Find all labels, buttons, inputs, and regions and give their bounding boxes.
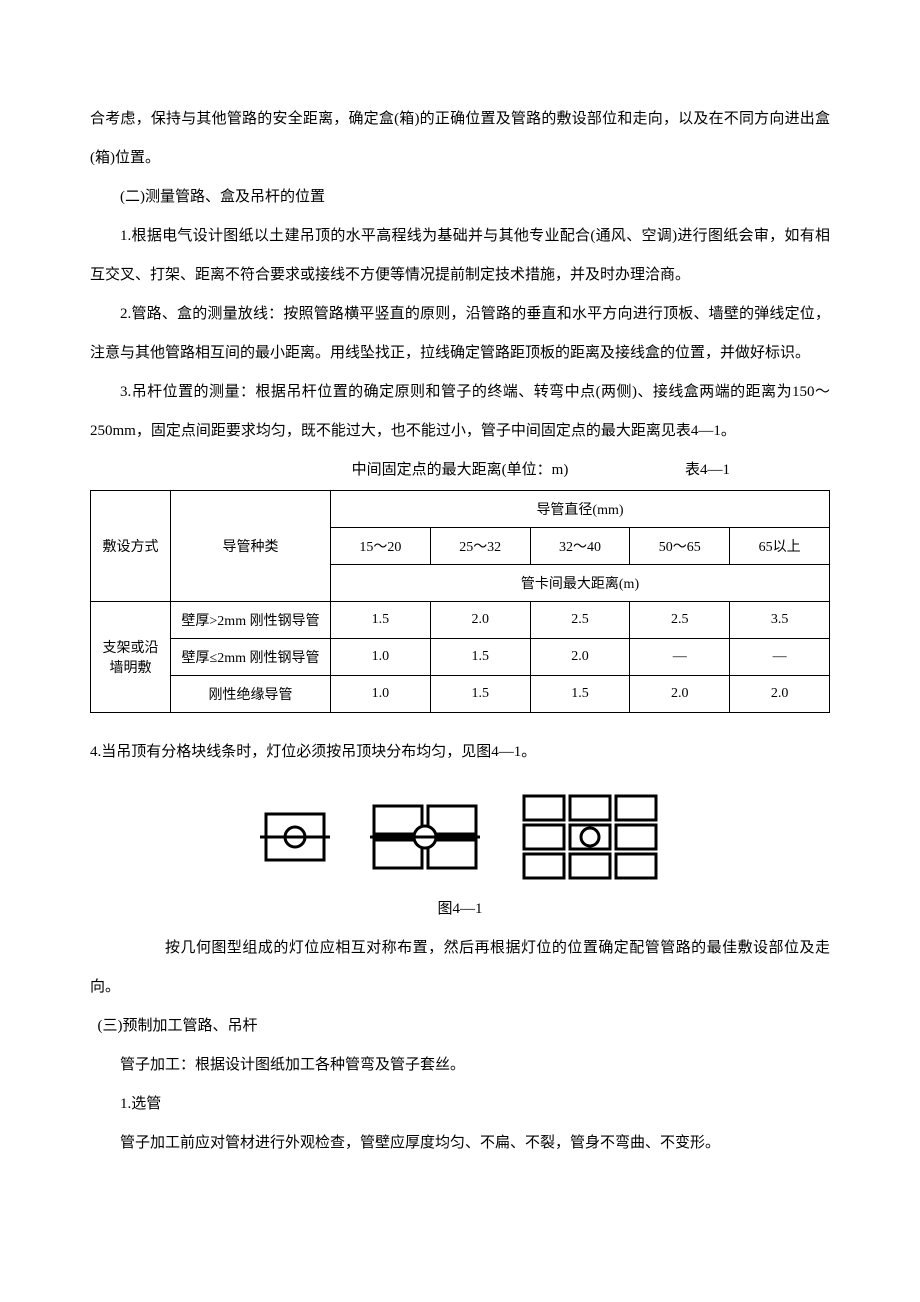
- td-val: 2.0: [630, 676, 730, 713]
- td-val: 1.5: [331, 602, 431, 639]
- paragraph-4: 4.当吊顶有分格块线条时，灯位必须按吊顶块分布均匀，见图4—1。: [90, 733, 830, 772]
- th-spacing-group: 管卡间最大距离(m): [331, 565, 830, 602]
- diagram-four-rect-circle-icon: [370, 800, 480, 874]
- table-row: 刚性绝缘导管 1.0 1.5 1.5 2.0 2.0: [91, 676, 830, 713]
- td-type: 壁厚>2mm 刚性钢导管: [171, 602, 331, 639]
- diagram-single-rect-circle-icon: [260, 806, 330, 868]
- td-val: 1.0: [331, 676, 431, 713]
- paragraph-6: 管子加工：根据设计图纸加工各种管弯及管子套丝。: [90, 1046, 830, 1085]
- section-heading-2: (二)测量管路、盒及吊杆的位置: [90, 178, 830, 217]
- paragraph-7: 1.选管: [90, 1085, 830, 1124]
- table-label: 表4—1: [685, 451, 730, 490]
- section-heading-3: (三)预制加工管路、吊杆: [90, 1007, 830, 1046]
- td-val: 2.0: [430, 602, 530, 639]
- th-layout-method: 敷设方式: [91, 491, 171, 602]
- td-val: 1.5: [430, 639, 530, 676]
- spacing-table: 敷设方式 导管种类 导管直径(mm) 15～20 25～32 32～40 50～…: [90, 490, 830, 713]
- paragraph-5: 按几何图型组成的灯位应相互对称布置，然后再根据灯位的位置确定配管管路的最佳敷设部…: [90, 929, 830, 1007]
- th-dia-1: 25～32: [430, 528, 530, 565]
- th-dia-3: 50～65: [630, 528, 730, 565]
- th-pipe-type: 导管种类: [171, 491, 331, 602]
- td-val: 1.0: [331, 639, 431, 676]
- td-val: 2.5: [630, 602, 730, 639]
- paragraph-2-1: 1.根据电气设计图纸以土建吊顶的水平高程线为基础并与其他专业配合(通风、空调)进…: [90, 217, 830, 295]
- table-header-row-1: 敷设方式 导管种类 导管直径(mm): [91, 491, 830, 528]
- diagram-grid-circle-icon: [520, 792, 660, 882]
- table-caption-row: 中间固定点的最大距离(单位：m) 表4—1: [90, 451, 830, 490]
- paragraph-2-2: 2.管路、盒的测量放线：按照管路横平竖直的原则，沿管路的垂直和水平方向进行顶板、…: [90, 295, 830, 373]
- table-row: 支架或沿墙明敷 壁厚>2mm 刚性钢导管 1.5 2.0 2.5 2.5 3.5: [91, 602, 830, 639]
- paragraph-2-3: 3.吊杆位置的测量：根据吊杆位置的确定原则和管子的终端、转弯中点(两侧)、接线盒…: [90, 373, 830, 451]
- table-row: 壁厚≤2mm 刚性钢导管 1.0 1.5 2.0 — —: [91, 639, 830, 676]
- td-type: 壁厚≤2mm 刚性钢导管: [171, 639, 331, 676]
- td-type: 刚性绝缘导管: [171, 676, 331, 713]
- paragraph-8: 管子加工前应对管材进行外观检查，管壁应厚度均匀、不扁、不裂，管身不弯曲、不变形。: [90, 1124, 830, 1163]
- td-val: 3.5: [730, 602, 830, 639]
- td-val: 1.5: [430, 676, 530, 713]
- th-dia-2: 32～40: [530, 528, 630, 565]
- td-val: —: [730, 639, 830, 676]
- th-diameter-group: 导管直径(mm): [331, 491, 830, 528]
- td-val: 1.5: [530, 676, 630, 713]
- table-caption: 中间固定点的最大距离(单位：m): [352, 462, 569, 478]
- th-dia-4: 65以上: [730, 528, 830, 565]
- td-val: 2.5: [530, 602, 630, 639]
- td-val: —: [630, 639, 730, 676]
- td-val: 2.0: [530, 639, 630, 676]
- paragraph-context: 合考虑，保持与其他管路的安全距离，确定盒(箱)的正确位置及管路的敷设部位和走向，…: [90, 100, 830, 178]
- td-row-group: 支架或沿墙明敷: [91, 602, 171, 713]
- td-val: 2.0: [730, 676, 830, 713]
- th-dia-0: 15～20: [331, 528, 431, 565]
- figure-4-1: [90, 792, 830, 882]
- figure-caption: 图4—1: [90, 890, 830, 929]
